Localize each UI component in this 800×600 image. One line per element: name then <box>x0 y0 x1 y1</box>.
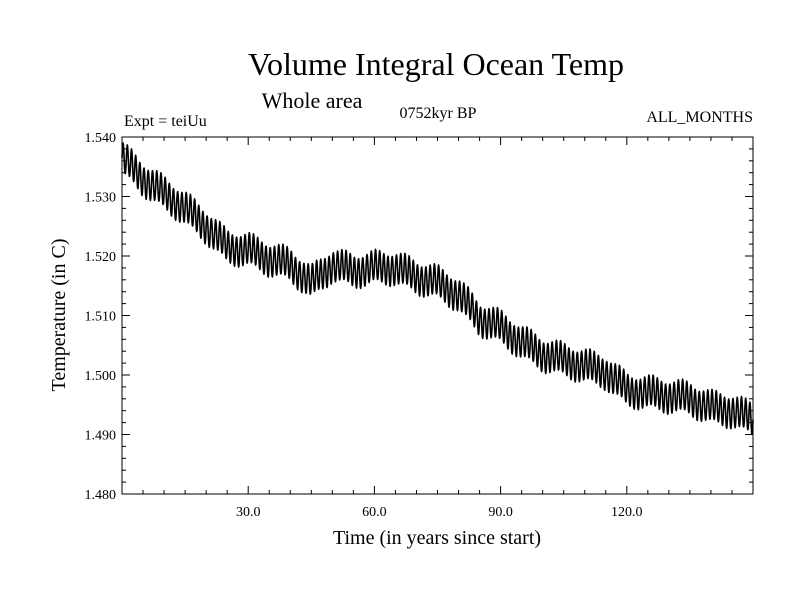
series-layer <box>121 142 754 436</box>
y-axis-ticks: 1.480 1.490 1.500 1.510 1.520 1.530 1.540 <box>85 131 753 503</box>
y-axis-label: Temperature (in C) <box>48 239 70 392</box>
y-tick-label: 1.540 <box>85 131 117 146</box>
y-tick-label: 1.530 <box>85 191 117 206</box>
x-tick-label: 90.0 <box>488 505 513 520</box>
x-tick-label: 30.0 <box>236 505 261 520</box>
y-tick-label: 1.520 <box>85 250 117 265</box>
period-label: 0752kyr BP <box>400 105 477 122</box>
x-axis-label: Time (in years since start) <box>333 527 541 549</box>
chart-subtitle: Whole area <box>262 88 363 113</box>
x-tick-label: 120.0 <box>611 505 643 520</box>
series-line <box>121 142 754 436</box>
chart-title: Volume Integral Ocean Temp <box>248 46 624 82</box>
x-tick-label: 60.0 <box>362 505 387 520</box>
months-label: ALL_MONTHS <box>646 109 753 126</box>
y-tick-label: 1.510 <box>85 310 117 325</box>
experiment-label: Expt = teiUu <box>124 113 207 130</box>
x-axis-ticks: 30.0 60.0 90.0 120.0 <box>142 137 733 520</box>
y-tick-label: 1.490 <box>85 429 117 444</box>
y-tick-label: 1.500 <box>85 369 117 384</box>
y-tick-label: 1.480 <box>85 488 117 503</box>
plot-frame <box>121 136 754 495</box>
